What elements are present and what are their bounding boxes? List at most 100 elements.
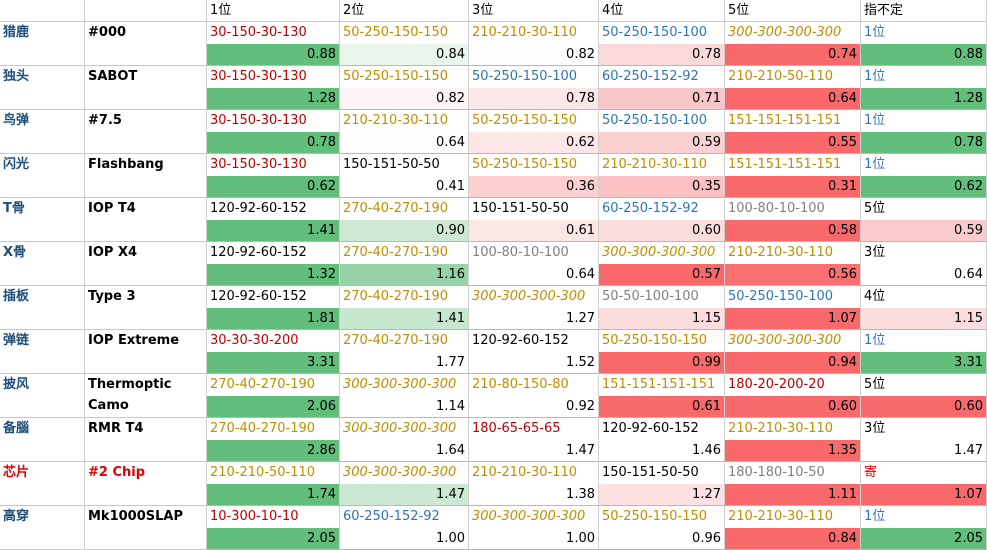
cell-value: 2.05 [207, 528, 340, 550]
cell-value: 0.82 [340, 88, 469, 110]
cell-value: 1.38 [469, 484, 599, 506]
cell-text: 150-151-50-50 [340, 154, 469, 176]
cell-value: 1.00 [469, 528, 599, 550]
cell-text: 50-250-150-150 [599, 330, 725, 352]
cell-value: 0.62 [861, 176, 987, 198]
cell-text: 270-40-270-190 [207, 374, 340, 396]
cell-text: 4位 [861, 286, 987, 308]
cell-text: 1位 [861, 66, 987, 88]
cell-text: 50-250-150-150 [599, 506, 725, 528]
cell-text: 180-20-200-20 [725, 374, 861, 396]
row-item: Mk1000SLAP [85, 506, 207, 550]
row-item: IOP X4 [85, 242, 207, 286]
cell-value: 1.07 [861, 484, 987, 506]
row-item: #000 [85, 22, 207, 66]
cell-text: 3位 [861, 418, 987, 440]
cell-text: 3位 [861, 242, 987, 264]
cell-text: 180-180-10-50 [725, 462, 861, 484]
cell-text: 30-150-30-130 [207, 110, 340, 132]
cell-text: 210-210-30-110 [725, 506, 861, 528]
cell-text: 151-151-151-151 [725, 110, 861, 132]
cell-value: 1.15 [861, 308, 987, 330]
cell-text: 30-150-30-130 [207, 66, 340, 88]
column-header: 3位 [469, 0, 599, 22]
row-name: 插板 [0, 286, 85, 330]
cell-text: 100-80-10-100 [725, 198, 861, 220]
cell-value: 1.47 [469, 440, 599, 462]
cell-text: 270-40-270-190 [340, 242, 469, 264]
column-header: 2位 [340, 0, 469, 22]
row-name: 猎鹿 [0, 22, 85, 66]
column-header: 1位 [207, 0, 340, 22]
cell-text: 120-92-60-152 [469, 330, 599, 352]
cell-text: 30-150-30-130 [207, 22, 340, 44]
cell-value: 1.27 [469, 308, 599, 330]
row-name: 弹链 [0, 330, 85, 374]
row-item: IOP Extreme [85, 330, 207, 374]
cell-value: 0.94 [725, 352, 861, 374]
cell-value: 0.64 [340, 132, 469, 154]
cell-value: 0.64 [725, 88, 861, 110]
cell-text: 50-250-150-100 [599, 110, 725, 132]
cell-text: 300-300-300-300 [599, 242, 725, 264]
cell-text: 10-300-10-10 [207, 506, 340, 528]
cell-text: 300-300-300-300 [725, 22, 861, 44]
cell-value: 1.16 [340, 264, 469, 286]
corner [85, 0, 207, 22]
cell-value: 1.52 [469, 352, 599, 374]
row-item: Flashbang [85, 154, 207, 198]
row-name: 高穿 [0, 506, 85, 550]
cell-value: 0.58 [725, 220, 861, 242]
cell-text: 50-250-150-150 [469, 110, 599, 132]
cell-value: 1.15 [599, 308, 725, 330]
cell-text: 120-92-60-152 [207, 198, 340, 220]
row-item: #2 Chip [85, 462, 207, 506]
cell-value: 1.14 [340, 396, 469, 418]
cell-value: 0.78 [861, 132, 987, 154]
cell-text: 150-151-50-50 [469, 198, 599, 220]
cell-text: 300-300-300-300 [340, 462, 469, 484]
row-name: 备腦 [0, 418, 85, 462]
cell-value: 0.62 [469, 132, 599, 154]
cell-text: 300-300-300-300 [340, 418, 469, 440]
row-name: T骨 [0, 198, 85, 242]
cell-text: 151-151-151-151 [599, 374, 725, 396]
corner [0, 0, 85, 22]
cell-text: 60-250-152-92 [599, 66, 725, 88]
cell-value: 3.31 [861, 352, 987, 374]
cell-value: 0.84 [340, 44, 469, 66]
cell-text: 寄 [861, 462, 987, 484]
cell-value: 1.11 [725, 484, 861, 506]
cell-text: 1位 [861, 110, 987, 132]
cell-value: 0.82 [469, 44, 599, 66]
cell-text: 270-40-270-190 [340, 286, 469, 308]
cell-value: 0.88 [207, 44, 340, 66]
cell-value: 0.31 [725, 176, 861, 198]
row-name: 披风 [0, 374, 85, 418]
cell-value: 1.81 [207, 308, 340, 330]
cell-text: 60-250-152-92 [340, 506, 469, 528]
cell-text: 50-50-100-100 [599, 286, 725, 308]
cell-value: 0.71 [599, 88, 725, 110]
cell-value: 0.61 [469, 220, 599, 242]
column-header: 4位 [599, 0, 725, 22]
cell-text: 30-150-30-130 [207, 154, 340, 176]
cell-text: 50-250-150-100 [469, 66, 599, 88]
cell-text: 270-40-270-190 [340, 330, 469, 352]
cell-value: 0.84 [725, 528, 861, 550]
cell-value: 0.96 [599, 528, 725, 550]
cell-value: 0.59 [599, 132, 725, 154]
cell-value: 0.60 [861, 396, 987, 418]
row-name: X骨 [0, 242, 85, 286]
cell-text: 1位 [861, 330, 987, 352]
cell-text: 210-210-30-110 [725, 242, 861, 264]
cell-value: 0.78 [469, 88, 599, 110]
cell-value: 0.62 [207, 176, 340, 198]
cell-text: 210-210-30-110 [599, 154, 725, 176]
row-item: RMR T4 [85, 418, 207, 462]
cell-text: 5位 [861, 374, 987, 396]
cell-text: 60-250-152-92 [599, 198, 725, 220]
cell-text: 1位 [861, 154, 987, 176]
row-item: IOP T4 [85, 198, 207, 242]
